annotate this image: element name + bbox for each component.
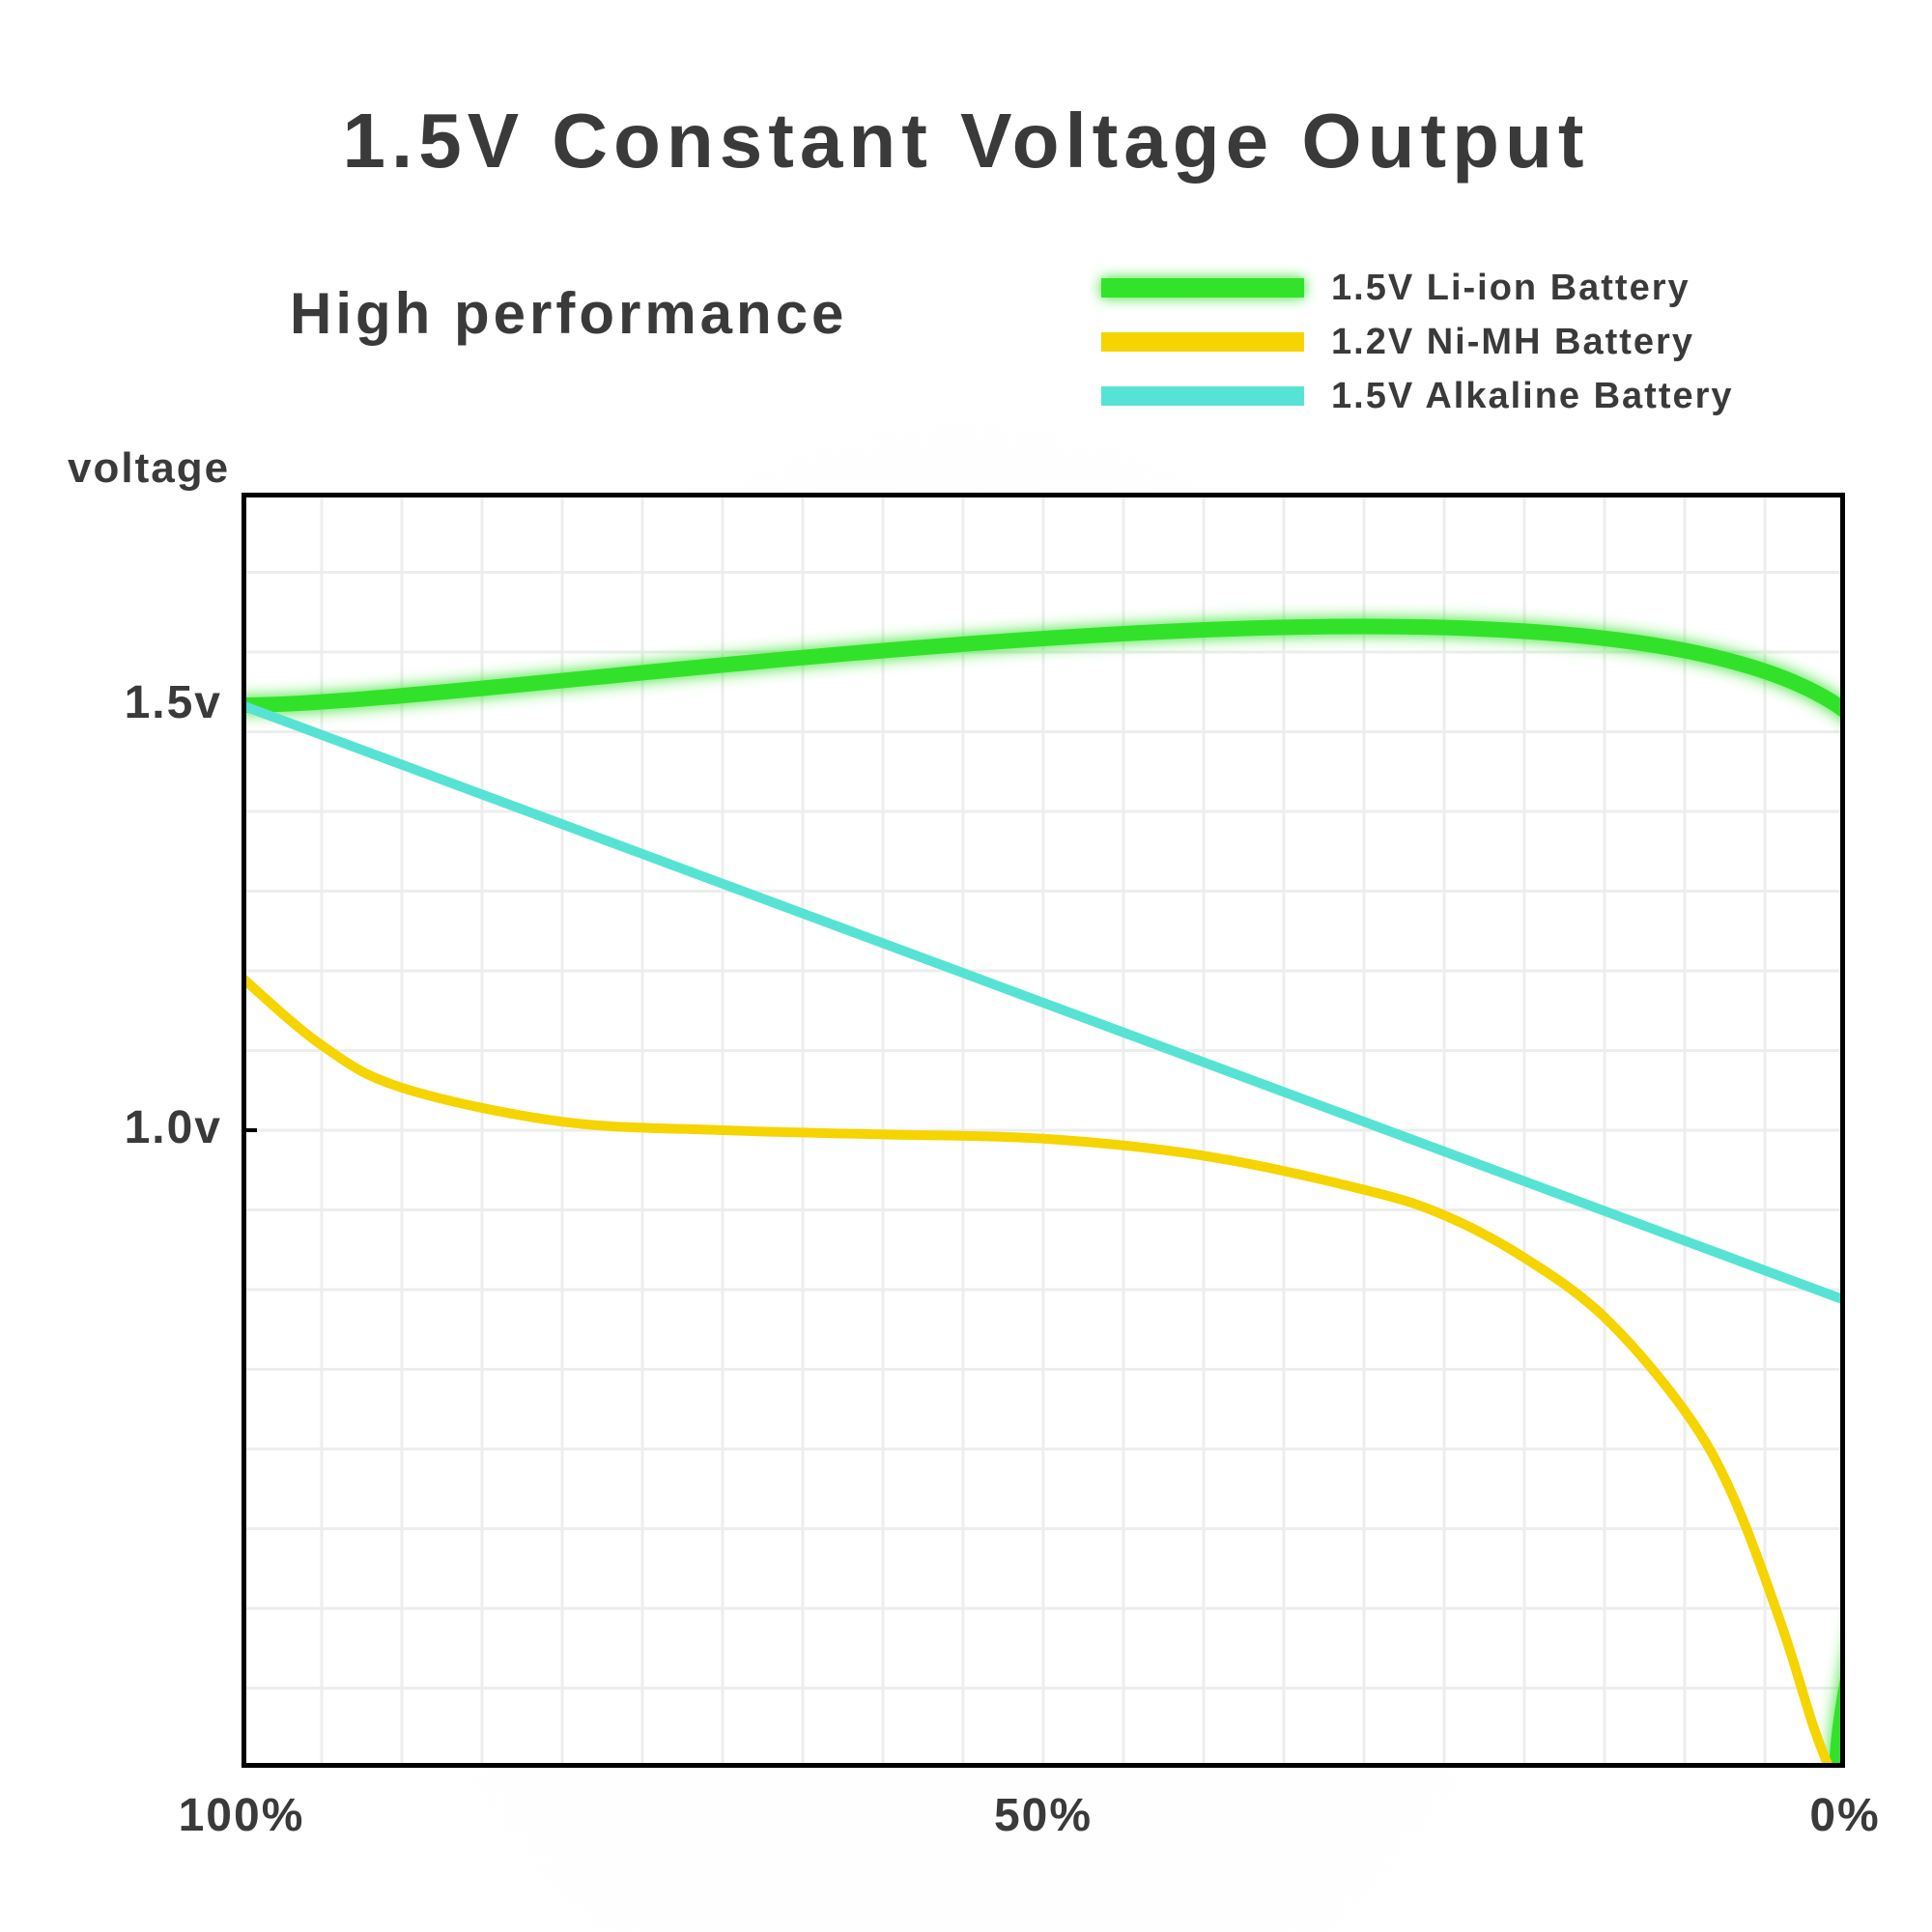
- legend-item: 1.2V Ni-MH Battery: [1101, 315, 1893, 369]
- legend-label: 1.5V Li-ion Battery: [1331, 268, 1690, 309]
- chart-title: 1.5V Constant Voltage Output: [0, 97, 1932, 185]
- legend-swatch-nimh: [1101, 332, 1304, 352]
- chart-plot-area: [242, 493, 1845, 1768]
- y-axis-title: voltage: [68, 444, 230, 493]
- legend-item: 1.5V Alkaline Battery: [1101, 369, 1893, 423]
- legend: 1.5V Li-ion Battery 1.2V Ni-MH Battery 1…: [1101, 261, 1893, 423]
- x-tick-label: 50%: [947, 1789, 1140, 1842]
- y-tick-label: 1.5v: [87, 676, 222, 729]
- legend-swatch-liion: [1101, 278, 1304, 298]
- chart-subtitle: High performance: [290, 280, 847, 347]
- legend-item: 1.5V Li-ion Battery: [1101, 261, 1893, 315]
- y-tick-label: 1.0v: [87, 1101, 222, 1154]
- x-tick-label: 100%: [145, 1789, 338, 1842]
- legend-label: 1.5V Alkaline Battery: [1331, 376, 1734, 417]
- legend-swatch-alkaline: [1101, 386, 1304, 406]
- x-tick-label: 0%: [1748, 1789, 1932, 1842]
- chart-svg: [242, 493, 1845, 1768]
- legend-label: 1.2V Ni-MH Battery: [1331, 322, 1694, 363]
